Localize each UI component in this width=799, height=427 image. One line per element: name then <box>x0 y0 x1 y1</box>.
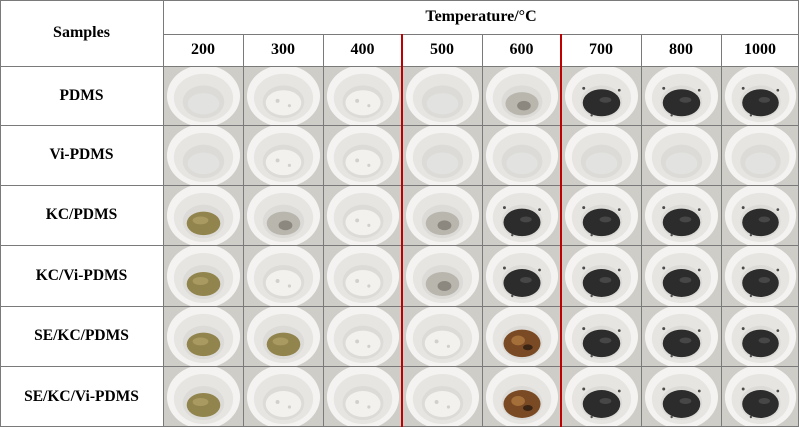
grid-line-horizontal <box>0 0 799 1</box>
temperature-col-600: 600 <box>509 41 534 58</box>
temperature-col-400: 400 <box>350 41 375 58</box>
sample-photo-kc-pdms-600 <box>483 186 561 245</box>
sample-photo-kc-pdms-400 <box>324 186 402 245</box>
sample-photo-kc-vi-pdms-800 <box>642 246 721 306</box>
sample-photo-kc-vi-pdms-200 <box>164 246 243 306</box>
sample-photo-kc-vi-pdms-400 <box>324 246 402 306</box>
grid-line-vertical <box>243 34 244 427</box>
sample-photo-se-kc-pdms-300 <box>244 307 323 366</box>
grid-line-horizontal <box>0 66 799 67</box>
sample-photo-kc-vi-pdms-300 <box>244 246 323 306</box>
sample-photo-se-kc-pdms-600 <box>483 307 561 366</box>
sample-photo-se-kc-vi-pdms-500 <box>403 367 482 427</box>
grid-line-vertical <box>0 0 1 427</box>
sample-photo-kc-pdms-500 <box>403 186 482 245</box>
sample-photo-se-kc-vi-pdms-400 <box>324 367 402 427</box>
sample-photo-kc-pdms-300 <box>244 186 323 245</box>
grid-line-horizontal <box>0 366 799 367</box>
temperature-col-1000: 1000 <box>744 41 776 58</box>
sample-photo-vi-pdms-500 <box>403 126 482 185</box>
sample-photo-pdms-1000 <box>722 67 799 125</box>
sample-photo-se-kc-vi-pdms-200 <box>164 367 243 427</box>
sample-photo-pdms-700 <box>562 67 641 125</box>
sample-photo-pdms-400 <box>324 67 402 125</box>
grid-line-vertical <box>641 34 642 427</box>
sample-photo-se-kc-pdms-800 <box>642 307 721 366</box>
temperature-col-700: 700 <box>589 41 613 58</box>
grid-line-vertical <box>163 0 164 427</box>
sample-photo-kc-pdms-800 <box>642 186 721 245</box>
sample-photo-pdms-200 <box>164 67 243 125</box>
sample-photo-kc-pdms-700 <box>562 186 641 245</box>
grid-line-horizontal <box>163 34 799 35</box>
sample-photo-se-kc-vi-pdms-1000 <box>722 367 799 427</box>
sample-photo-vi-pdms-600 <box>483 126 561 185</box>
temperature-col-200: 200 <box>191 41 215 58</box>
sample-photo-se-kc-vi-pdms-600 <box>483 367 561 427</box>
sample-photo-kc-pdms-200 <box>164 186 243 245</box>
sample-photo-vi-pdms-1000 <box>722 126 799 185</box>
temperature-col-300: 300 <box>271 41 295 58</box>
sample-label: KC/PDMS <box>45 206 118 223</box>
sample-photo-kc-vi-pdms-500 <box>403 246 482 306</box>
sample-photo-se-kc-vi-pdms-800 <box>642 367 721 427</box>
sample-label: SE/KC/PDMS <box>34 327 129 344</box>
sample-photo-se-kc-vi-pdms-300 <box>244 367 323 427</box>
grid-line-vertical-red <box>401 34 403 427</box>
sample-photo-pdms-500 <box>403 67 482 125</box>
sample-photo-kc-vi-pdms-1000 <box>722 246 799 306</box>
sample-photo-se-kc-pdms-200 <box>164 307 243 366</box>
sample-photo-kc-pdms-1000 <box>722 186 799 245</box>
sample-label: Vi-PDMS <box>49 146 114 163</box>
samples-header: Samples <box>53 24 110 41</box>
temperature-col-500: 500 <box>430 41 454 58</box>
sample-label: PDMS <box>59 86 104 104</box>
temperature-header: Temperature/°C <box>425 8 537 25</box>
grid-line-vertical-red <box>560 34 562 427</box>
sample-photo-pdms-600 <box>483 67 561 125</box>
sample-photo-vi-pdms-700 <box>562 126 641 185</box>
sample-photo-kc-vi-pdms-600 <box>483 246 561 306</box>
sample-photo-se-kc-pdms-500 <box>403 307 482 366</box>
sample-photo-se-kc-pdms-700 <box>562 307 641 366</box>
sample-label: SE/KC/Vi-PDMS <box>24 387 139 405</box>
grid-line-vertical <box>482 34 483 427</box>
sample-photo-vi-pdms-300 <box>244 126 323 185</box>
grid-line-vertical <box>323 34 324 427</box>
sample-photo-pdms-800 <box>642 67 721 125</box>
grid-line-horizontal <box>0 125 799 126</box>
sample-photo-se-kc-vi-pdms-700 <box>562 367 641 427</box>
sample-photo-vi-pdms-800 <box>642 126 721 185</box>
grid-line-horizontal <box>0 245 799 246</box>
sample-photo-se-kc-pdms-1000 <box>722 307 799 366</box>
grid-line-horizontal <box>0 306 799 307</box>
grid-line-horizontal <box>0 185 799 186</box>
temperature-col-800: 800 <box>669 41 693 58</box>
sample-label: KC/Vi-PDMS <box>35 266 128 284</box>
sample-photo-vi-pdms-200 <box>164 126 243 185</box>
sample-photo-se-kc-pdms-400 <box>324 307 402 366</box>
sample-photo-kc-vi-pdms-700 <box>562 246 641 306</box>
sample-photo-pdms-300 <box>244 67 323 125</box>
sample-photo-vi-pdms-400 <box>324 126 402 185</box>
grid-line-vertical <box>721 34 722 427</box>
